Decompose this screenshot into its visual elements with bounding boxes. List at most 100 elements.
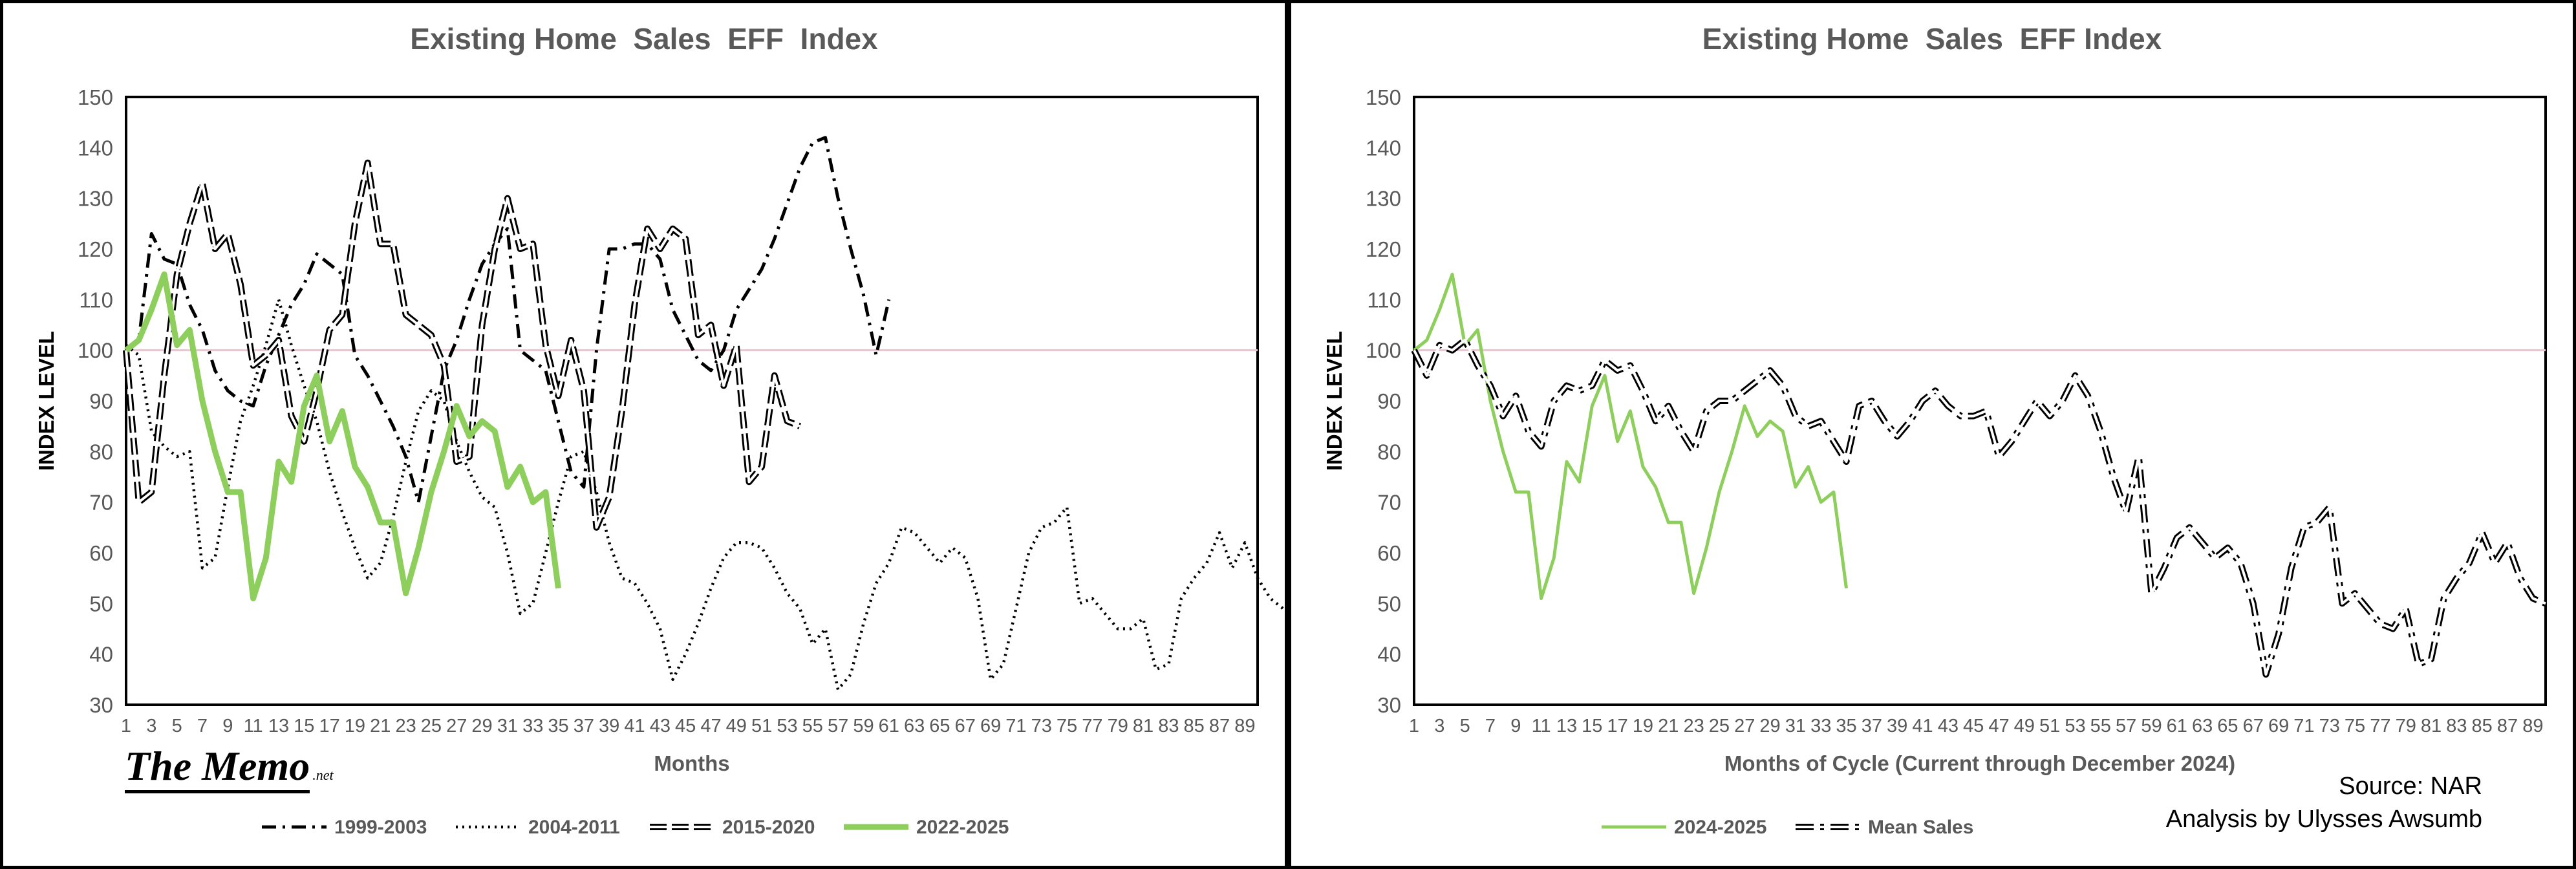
y-tick-label: 70 (89, 491, 113, 515)
plot-area (1413, 96, 2547, 706)
x-tick-label: 25 (421, 716, 442, 736)
x-tick-label: 53 (2065, 716, 2085, 736)
series-2024-2025 (1413, 272, 1848, 600)
y-tick-label: 50 (1377, 592, 1401, 616)
x-tick-label: 3 (1434, 716, 1444, 736)
x-axis-label: Months (654, 751, 729, 775)
x-tick-label: 5 (172, 716, 182, 736)
legend-label: 2015-2020 (722, 817, 815, 838)
y-tick-label: 130 (78, 187, 113, 211)
legend-item: 1999-2003 (262, 817, 427, 838)
x-tick-label: 13 (1556, 716, 1577, 736)
y-tick-label: 50 (89, 592, 113, 616)
y-tick-label: 60 (1377, 541, 1401, 565)
x-tick-label: 65 (2217, 716, 2238, 736)
y-tick-label: 130 (1366, 187, 1401, 211)
x-tick-label: 11 (1532, 716, 1551, 736)
chart-title: Existing Home Sales EFF Index (1702, 22, 2162, 56)
x-tick-label: 15 (1582, 716, 1602, 736)
x-tick-label: 89 (1234, 716, 1255, 736)
x-tick-label: 15 (294, 716, 314, 736)
x-tick-label: 79 (1108, 716, 1128, 736)
x-tick-label: 57 (2116, 716, 2136, 736)
y-tick-label: 140 (78, 136, 113, 160)
series-line (123, 159, 801, 531)
x-tick-label: 85 (2472, 716, 2493, 736)
legend-label: 1999-2003 (334, 817, 427, 838)
x-tick-label: 29 (471, 716, 492, 736)
series-line (125, 298, 1285, 691)
series-line-inner (1413, 339, 2546, 676)
legend-label: 2022-2025 (916, 817, 1009, 838)
series-line-inner (125, 161, 800, 529)
x-tick-label: 9 (222, 716, 233, 736)
x-tick-label: 87 (2497, 716, 2518, 736)
x-tick-label: 47 (700, 716, 721, 736)
series-2022-2025 (124, 271, 561, 601)
x-tick-label: 71 (1005, 716, 1026, 736)
x-tick-label: 77 (2370, 716, 2390, 736)
x-tick-label: 19 (345, 716, 365, 736)
source-line: Source: NAR (2339, 773, 2482, 800)
x-tick-label: 51 (751, 716, 772, 736)
x-tick-label: 75 (2345, 716, 2365, 736)
x-tick-label: 23 (1683, 716, 1704, 736)
x-tick-label: 49 (726, 716, 747, 736)
y-tick-label: 60 (89, 541, 113, 565)
x-tick-label: 7 (1485, 716, 1496, 736)
x-tick-label: 31 (497, 716, 518, 736)
brand-logo: The Memo .net (125, 743, 334, 793)
x-tick-label: 35 (548, 716, 568, 736)
y-tick-label: 40 (89, 643, 113, 667)
series-Mean Sales (1411, 337, 2547, 678)
x-tick-label: 45 (1963, 716, 1984, 736)
legend-label: Mean Sales (1868, 817, 1973, 838)
chart-title: Existing Home Sales EFF Index (410, 22, 878, 56)
x-tick-label: 67 (955, 716, 976, 736)
x-tick-label: 35 (1836, 716, 1856, 736)
plot-area (125, 96, 1259, 706)
y-axis-label: INDEX LEVEL (34, 331, 58, 471)
x-tick-label: 13 (268, 716, 289, 736)
x-tick-label: 77 (1082, 716, 1102, 736)
x-tick-label: 9 (1510, 716, 1521, 736)
series-2015-2020 (123, 159, 801, 531)
x-tick-label: 55 (2090, 716, 2111, 736)
analyst-line: Analysis by Ulysses Awsumb (2165, 806, 2482, 833)
x-tick-label: 75 (1057, 716, 1077, 736)
y-axis-label: INDEX LEVEL (1322, 331, 1346, 471)
legend-item: 2004-2011 (456, 817, 620, 838)
legend-item: Mean Sales (1796, 817, 1973, 838)
legend-item: 2015-2020 (650, 817, 815, 838)
y-tick-label: 80 (89, 440, 113, 464)
x-tick-label: 57 (828, 716, 848, 736)
x-tick-label: 25 (1709, 716, 1730, 736)
y-tick-label: 30 (89, 693, 113, 717)
y-tick-label: 80 (1377, 440, 1401, 464)
x-tick-label: 19 (1633, 716, 1653, 736)
x-tick-label: 85 (1184, 716, 1205, 736)
y-tick-label: 120 (1366, 237, 1401, 261)
y-tick-label: 40 (1377, 643, 1401, 667)
x-tick-label: 43 (1938, 716, 1959, 736)
brand-suffix: .net (312, 767, 334, 783)
x-tick-label: 63 (904, 716, 925, 736)
x-tick-label: 81 (2421, 716, 2442, 736)
x-tick-label: 69 (2268, 716, 2289, 736)
x-tick-label: 71 (2293, 716, 2314, 736)
series-line (1413, 272, 1848, 600)
y-tick-label: 110 (79, 288, 113, 312)
x-tick-label: 21 (370, 716, 391, 736)
x-tick-label: 37 (1862, 716, 1882, 736)
x-tick-label: 33 (1810, 716, 1831, 736)
x-tick-label: 21 (1658, 716, 1679, 736)
x-tick-label: 23 (395, 716, 416, 736)
chart-panel-right: Existing Home Sales EFF Index 30 40 50 60 70… (1288, 0, 2576, 869)
x-tick-label: 33 (522, 716, 543, 736)
legend-label: 2024-2025 (1674, 817, 1766, 838)
x-tick-label: 87 (1209, 716, 1230, 736)
x-tick-label: 29 (1759, 716, 1780, 736)
x-tick-label: 1 (121, 716, 131, 736)
